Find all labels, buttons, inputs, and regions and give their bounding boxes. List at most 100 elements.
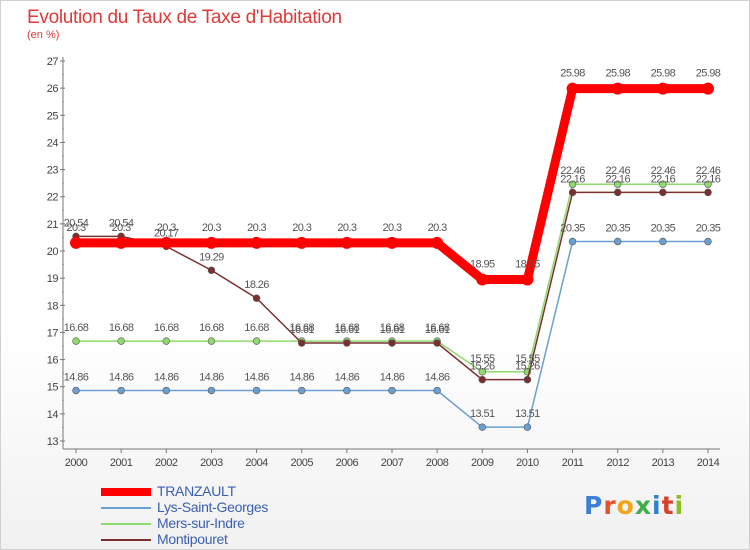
data-label: 20.35: [605, 223, 630, 235]
data-label: 16.68: [109, 322, 134, 334]
data-point: [433, 386, 441, 395]
data-label: 18.95: [470, 259, 495, 271]
y-tick-label: 20: [47, 246, 59, 258]
data-point: [614, 188, 622, 197]
data-label: 25.98: [651, 68, 676, 80]
data-label: 16.68: [64, 322, 89, 334]
data-point: [656, 82, 669, 95]
data-label: 14.86: [335, 372, 360, 384]
y-tick-label: 21: [47, 219, 59, 231]
data-label: 20.3: [247, 222, 266, 234]
data-label: 20.3: [157, 222, 176, 234]
x-tick-label: 2000: [65, 457, 88, 469]
legend-swatch: [101, 488, 151, 496]
data-point: [568, 180, 577, 188]
data-label: 22.46: [696, 165, 721, 177]
data-label: 16.68: [335, 322, 360, 334]
data-label: 22.16: [560, 173, 585, 185]
data-point: [433, 339, 441, 347]
legend-swatch: [101, 507, 151, 509]
legend-swatch: [101, 539, 151, 541]
data-point: [568, 188, 577, 197]
data-point: [117, 337, 125, 345]
data-label: 20.35: [560, 223, 585, 235]
data-label: 20.17: [154, 227, 179, 239]
data-point: [298, 339, 306, 347]
data-point: [388, 386, 396, 395]
data-point: [523, 423, 532, 431]
x-tick-label: 2003: [200, 457, 223, 469]
data-point: [478, 423, 486, 431]
legend-swatch: [101, 523, 151, 525]
data-point: [340, 236, 353, 249]
data-label: 14.86: [380, 372, 405, 384]
data-point: [298, 386, 306, 395]
data-label: 16.68: [425, 322, 450, 334]
data-point: [252, 337, 261, 345]
data-point: [162, 386, 170, 395]
data-point: [568, 237, 577, 246]
data-label: 16.61: [289, 324, 314, 336]
data-label: 16.68: [154, 322, 179, 334]
x-tick-label: 2014: [697, 457, 720, 469]
x-tick-label: 2001: [110, 457, 133, 469]
y-tick-label: 25: [47, 110, 59, 122]
data-label: 14.86: [425, 372, 450, 384]
data-point: [252, 294, 261, 302]
series-line-3: [76, 191, 708, 381]
data-label: 20.54: [109, 217, 134, 229]
y-tick-label: 14: [47, 409, 59, 421]
logo-letter: i: [652, 491, 662, 520]
y-tick-label: 15: [47, 382, 59, 394]
data-label: 15.55: [470, 353, 495, 365]
y-tick-label: 18: [47, 300, 59, 312]
data-label: 14.86: [199, 372, 224, 384]
data-point: [162, 337, 170, 345]
data-label: 25.98: [560, 68, 585, 80]
data-point: [521, 273, 534, 286]
x-tick-label: 2002: [155, 457, 178, 469]
data-point: [72, 337, 80, 345]
data-label: 25.98: [605, 68, 630, 80]
data-point: [115, 236, 128, 249]
data-point: [614, 237, 622, 246]
legend-label: Montipouret: [157, 531, 228, 547]
logo-letter: o: [616, 491, 635, 520]
data-label: 14.86: [109, 372, 134, 384]
data-label: 22.16: [605, 173, 630, 185]
data-label: 13.51: [470, 408, 495, 420]
data-label: 20.35: [651, 223, 676, 235]
data-point: [702, 82, 714, 95]
y-tick-label: 16: [47, 355, 59, 367]
data-point: [704, 188, 712, 197]
data-label: 22.16: [651, 173, 676, 185]
data-label: 13.51: [515, 408, 540, 420]
data-point: [160, 236, 173, 249]
axes: 13 14 15 16 17 18 19 20 21 22 23 24 25 26 27 2000 2001 20…: [47, 56, 720, 469]
y-tick-label: 24: [47, 137, 59, 149]
x-tick-label: 2009: [471, 457, 494, 469]
data-label: 14.86: [64, 372, 89, 384]
data-label: 20.54: [64, 217, 89, 229]
data-point: [478, 368, 486, 376]
data-point: [207, 386, 216, 395]
data-label: 16.61: [380, 324, 405, 336]
x-tick-label: 2004: [245, 457, 268, 469]
data-point: [523, 375, 532, 384]
data-point: [72, 386, 80, 395]
data-label: 20.3: [202, 222, 221, 234]
data-label: 16.61: [335, 324, 360, 336]
legend-label: Lys-Saint-Georges: [157, 499, 269, 515]
x-tick-label: 2005: [290, 457, 313, 469]
data-label: 20.3: [337, 222, 356, 234]
data-point: [207, 337, 216, 345]
logo-letter: t: [661, 491, 675, 520]
data-label: 15.26: [470, 361, 495, 373]
data-label: 20.35: [696, 223, 721, 235]
data-point: [659, 180, 667, 188]
y-tick-label: 26: [47, 83, 59, 95]
x-tick-label: 2011: [562, 457, 584, 469]
data-point: [566, 82, 579, 95]
data-label: 14.86: [154, 372, 179, 384]
